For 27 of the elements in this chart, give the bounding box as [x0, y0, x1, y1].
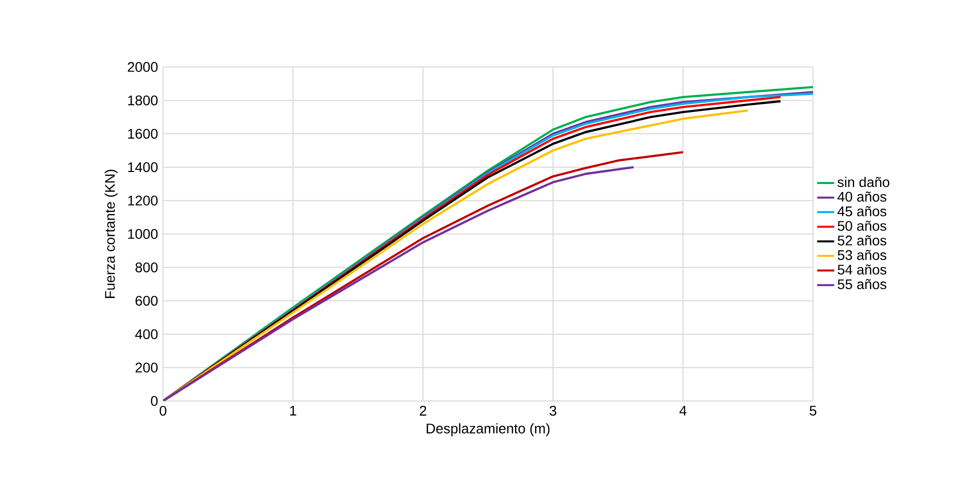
y-axis-title: Fuerza cortante (KN): [104, 170, 118, 298]
y-tick-label: 0: [150, 396, 158, 406]
y-tick-label: 1000: [128, 229, 158, 239]
x-axis-title: Desplazamiento (m): [426, 423, 550, 436]
y-tick-label: 1400: [128, 162, 158, 172]
y-tick-label: 1800: [128, 95, 158, 106]
y-tick-label: 2000: [128, 62, 158, 72]
x-tick-label: 3: [550, 406, 556, 416]
x-tick-label: 5: [810, 406, 816, 416]
legend-label: 53 años: [838, 250, 886, 260]
legend-label: 55 años: [838, 279, 886, 290]
legend-label: 40 años: [838, 192, 886, 202]
y-tick-label: 1600: [128, 128, 158, 139]
y-tick-label: 800: [135, 262, 158, 272]
legend-label: 50 años: [838, 220, 886, 231]
legend-label: 52 años: [838, 235, 886, 246]
y-tick-label: 200: [136, 362, 158, 373]
x-tick-label: 4: [679, 406, 686, 416]
y-tick-label: 600: [136, 296, 158, 306]
y-tick-label: 1200: [128, 196, 158, 206]
legend-label: 45 años: [838, 206, 886, 216]
x-tick-label: 1: [290, 406, 296, 416]
y-tick-label: 400: [135, 329, 158, 340]
x-tick-label: 0: [160, 406, 166, 416]
legend-label: 54 años: [838, 264, 886, 275]
legend-label: sin daño: [838, 176, 890, 188]
x-tick-label: 2: [420, 406, 426, 416]
